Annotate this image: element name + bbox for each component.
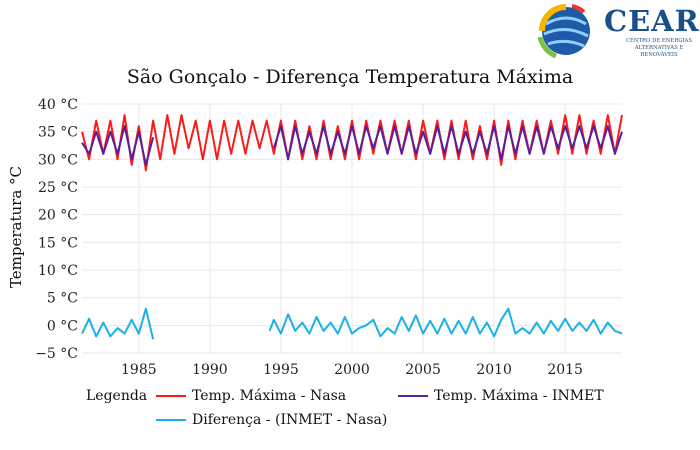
logo-subtitle: CENTRO DE ENERGIAS ALTERNATIVAS E RENOVÁ… bbox=[625, 38, 693, 58]
legend-label-nasa: Temp. Máxima - Nasa bbox=[192, 388, 347, 404]
logo-name: CEAR bbox=[604, 4, 700, 38]
y-tick-label: 30 °C bbox=[38, 152, 78, 168]
series-line-inmet bbox=[81, 125, 623, 166]
legend-label-inmet: Temp. Máxima - INMET bbox=[434, 388, 604, 404]
y-tick-label: 40 °C bbox=[38, 97, 78, 113]
legend-swatch-inmet bbox=[398, 395, 428, 397]
x-tick-label: 1985 bbox=[121, 362, 157, 378]
legend: Legenda Temp. Máxima - Nasa Temp. Máxima… bbox=[0, 382, 700, 442]
y-tick-label: 20 °C bbox=[38, 208, 78, 224]
x-tick-label: 2010 bbox=[476, 362, 512, 378]
legend-item-inmet[interactable]: Temp. Máxima - INMET bbox=[398, 388, 604, 404]
y-tick-label: 25 °C bbox=[38, 180, 78, 196]
cear-logo: CEAR CENTRO DE ENERGIAS ALTERNATIVAS E R… bbox=[532, 2, 700, 60]
x-tick-label: 2015 bbox=[547, 362, 583, 378]
y-tick-label: 10 °C bbox=[38, 263, 78, 279]
globe-icon bbox=[537, 4, 590, 59]
y-tick-label: 15 °C bbox=[38, 235, 78, 251]
y-tick-label: −5 °C bbox=[35, 346, 78, 362]
y-tick-label: 35 °C bbox=[38, 125, 78, 141]
x-tick-label: 1995 bbox=[263, 362, 299, 378]
x-tick-label: 2000 bbox=[334, 362, 370, 378]
y-tick-label: 0 °C bbox=[47, 318, 78, 334]
x-tick-label: 1990 bbox=[192, 362, 228, 378]
chart-title: São Gonçalo - Diferença Temperatura Máxi… bbox=[126, 66, 574, 88]
legend-swatch-diff bbox=[156, 419, 186, 421]
legend-item-diff[interactable]: Diferença - (INMET - Nasa) bbox=[156, 412, 387, 428]
legend-item-nasa[interactable]: Temp. Máxima - Nasa bbox=[156, 388, 346, 404]
series-line-diff bbox=[81, 307, 623, 340]
x-tick-label: 2005 bbox=[405, 362, 441, 378]
legend-label-diff: Diferença - (INMET - Nasa) bbox=[192, 412, 388, 428]
legend-title: Legenda bbox=[86, 388, 148, 404]
y-tick-label: 5 °C bbox=[47, 291, 78, 307]
legend-swatch-nasa bbox=[156, 395, 186, 397]
